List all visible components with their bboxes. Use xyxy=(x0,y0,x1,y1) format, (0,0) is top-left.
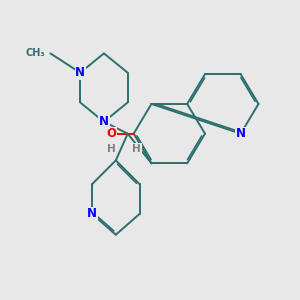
Text: N: N xyxy=(236,127,246,140)
Text: H: H xyxy=(132,143,141,154)
Text: H: H xyxy=(107,144,116,154)
Text: N: N xyxy=(99,115,109,128)
Text: O: O xyxy=(107,127,117,140)
Text: CH₃: CH₃ xyxy=(26,48,45,59)
Text: N: N xyxy=(87,207,97,220)
Text: N: N xyxy=(75,66,85,79)
